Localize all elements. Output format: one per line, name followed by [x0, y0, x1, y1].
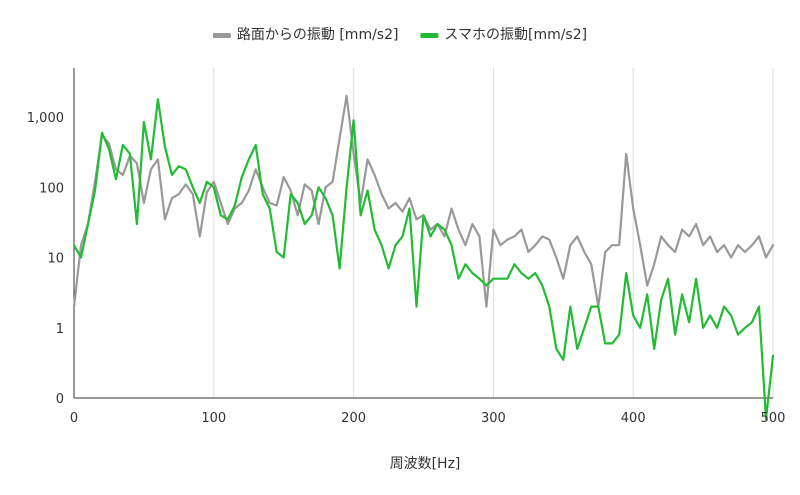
x-tick-label: 500	[761, 411, 786, 426]
x-tick-label: 100	[201, 411, 226, 426]
series-line-1	[72, 94, 775, 308]
y-tick-label: 10	[47, 252, 64, 267]
x-tick-label: 0	[70, 411, 78, 426]
series-line-2	[72, 98, 775, 421]
legend-swatch	[212, 33, 231, 38]
legend-label: スマホの振動[mm/s2]	[444, 27, 587, 43]
x-axis-title: 周波数[Hz]	[390, 456, 461, 472]
axes	[73, 68, 773, 399]
legend-swatch	[420, 33, 439, 38]
y-tick-label: 100	[39, 181, 64, 196]
legend: 路面からの振動 [mm/s2] スマホの振動[mm/s2]	[212, 27, 587, 43]
tick-labels: 0 100 200 300 400 500 0 1 10 100 1,000	[27, 111, 786, 426]
y-tick-label: 0	[56, 392, 64, 407]
legend-item-2: スマホの振動[mm/s2]	[420, 27, 587, 43]
x-tick-label: 200	[341, 411, 366, 426]
legend-item-1: 路面からの振動 [mm/s2]	[212, 27, 399, 43]
x-tick-label: 300	[481, 411, 506, 426]
series-layer	[72, 94, 775, 421]
y-tick-label: 1,000	[27, 111, 64, 126]
x-tick-label: 400	[621, 411, 646, 426]
legend-label: 路面からの振動 [mm/s2]	[237, 27, 399, 43]
y-tick-label: 1	[56, 322, 64, 337]
